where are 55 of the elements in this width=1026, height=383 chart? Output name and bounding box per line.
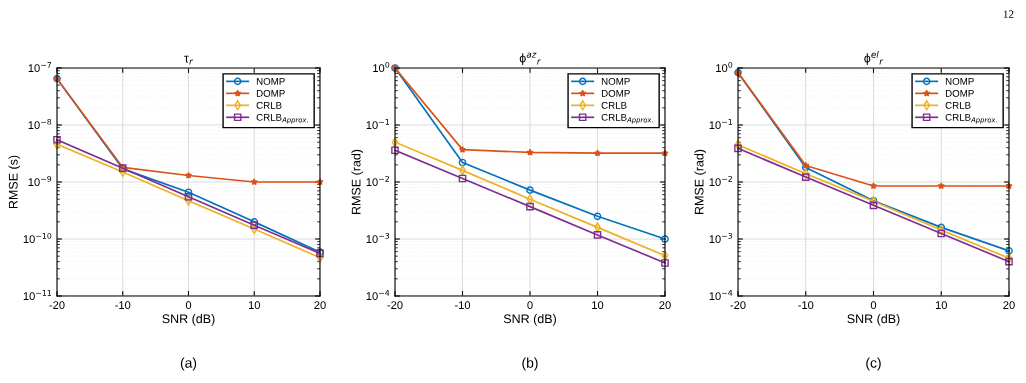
y-axis-title: RMSE (rad) [694, 149, 707, 214]
legend-label: NOMP [256, 77, 285, 85]
x-axis-title: SNR (dB) [503, 314, 556, 326]
legend-label: CRLB [945, 101, 971, 109]
chart-title: τ$_{r}$ [184, 55, 194, 65]
y-tick-label: 10$^{0}$ [716, 61, 733, 73]
text: 12 [1003, 10, 1014, 18]
x-tick-label: 0 [527, 301, 533, 310]
legend-label: DOMP [256, 89, 285, 97]
legend-label: CRLB [601, 101, 627, 109]
x-tick-label: 0 [185, 301, 192, 310]
text: (b) [522, 357, 538, 371]
x-tick-label: -10 [454, 301, 471, 310]
y-tick-label: 10$^{−10}$ [23, 232, 52, 244]
y-tick-label: 10$^{−3}$ [709, 232, 733, 244]
y-tick-label: 10$^{−1}$ [709, 119, 733, 130]
x-tick-label: -20 [49, 301, 65, 310]
y-tick-label: 10$^{−2}$ [709, 175, 732, 187]
legend-label: CRLB [256, 101, 282, 109]
text: (a) [180, 357, 197, 371]
y-axis-title: RMSE (rad) [351, 149, 364, 214]
legend-label: CRLB$_{Approx.}$ [601, 113, 653, 124]
x-tick-label: 20 [659, 301, 671, 310]
x-tick-label: 20 [314, 301, 326, 310]
legend-label: NOMP [945, 77, 974, 85]
x-tick-label: 0 [870, 301, 877, 310]
legend-label: DOMP [601, 89, 630, 97]
x-axis-title: SNR (dB) [847, 314, 900, 326]
y-tick-label: 10$^{−9}$ [28, 175, 52, 187]
x-axis-title: SNR (dB) [162, 314, 215, 326]
legend-label: DOMP [945, 89, 974, 97]
x-tick-label: -20 [730, 301, 746, 310]
x-tick-label: -20 [387, 301, 403, 310]
text: (c) [866, 357, 881, 371]
chart-title: ϕ$^{az}$$_{r}$ [519, 52, 541, 65]
y-tick-label: 10$^{−3}$ [366, 232, 390, 244]
x-tick-label: 10 [592, 301, 604, 310]
y-tick-label: 10$^{−2}$ [366, 175, 389, 187]
x-tick-label: 10 [248, 301, 260, 310]
x-tick-label: 20 [1003, 301, 1015, 310]
legend-label: NOMP [601, 77, 630, 85]
y-tick-label: 10$^{−4}$ [709, 290, 733, 301]
y-tick-label: 10$^{−11}$ [23, 290, 52, 301]
y-tick-label: 10$^{−4}$ [366, 290, 390, 301]
y-tick-label: 10$^{0}$ [373, 61, 390, 73]
x-tick-label: -10 [798, 301, 814, 310]
x-tick-label: 10 [935, 301, 947, 310]
y-tick-label: 10$^{−8}$ [28, 118, 52, 130]
y-tick-label: 10$^{−1}$ [366, 119, 390, 130]
legend-label: CRLB$_{Approx.}$ [256, 113, 308, 124]
x-tick-label: -10 [115, 301, 131, 310]
y-axis-title: RMSE (s) [8, 155, 21, 209]
legend-label: CRLB$_{Approx.}$ [945, 113, 997, 124]
y-tick-label: 10$^{−7}$ [28, 62, 52, 73]
chart-title: ϕ$^{el}$$_{r}$ [864, 50, 884, 65]
